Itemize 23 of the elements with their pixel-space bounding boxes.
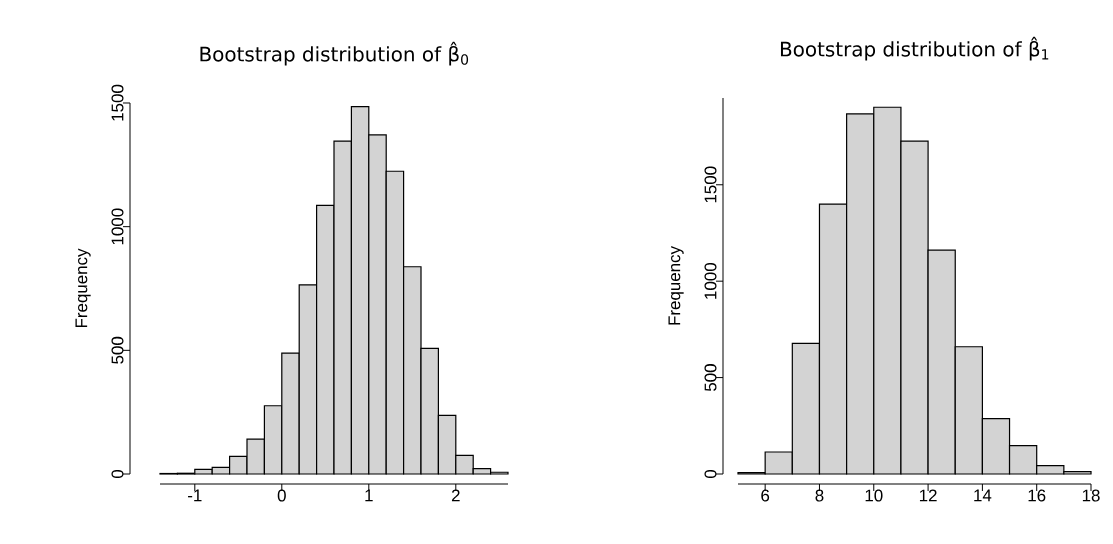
x-tick-label: 18 xyxy=(1082,489,1100,502)
x-tick-label: 14 xyxy=(974,489,992,502)
x-tick-label: 1 xyxy=(365,489,373,502)
x-tick-label: 16 xyxy=(1028,489,1046,502)
x-tick-label: 6 xyxy=(761,489,770,502)
x-tick-label: -1 xyxy=(188,489,202,502)
y-tick-label: 1000 xyxy=(704,263,717,299)
x-tick-label: 8 xyxy=(815,489,824,502)
y-axis-title: Frequency xyxy=(75,248,91,328)
y-tick-label: 0 xyxy=(111,469,124,479)
y-tick-label: 1500 xyxy=(111,84,124,121)
chart-title: Bootstrap distribution of β̂$_{0}$ xyxy=(200,41,469,66)
chart-title: Bootstrap distribution of β̂$_{1}$ xyxy=(780,36,1049,61)
y-tick-label: 1000 xyxy=(111,208,124,245)
y-tick-label: 0 xyxy=(704,469,717,479)
y-tick-label: 500 xyxy=(704,364,717,392)
y-axis-title: Frequency xyxy=(668,246,684,325)
x-tick-label: 0 xyxy=(277,489,286,502)
x-tick-label: 10 xyxy=(865,489,883,502)
x-tick-label: 12 xyxy=(919,489,937,502)
y-tick-label: 500 xyxy=(111,336,124,364)
x-tick-label: 2 xyxy=(451,489,460,502)
y-tick-label: 1500 xyxy=(704,166,717,203)
